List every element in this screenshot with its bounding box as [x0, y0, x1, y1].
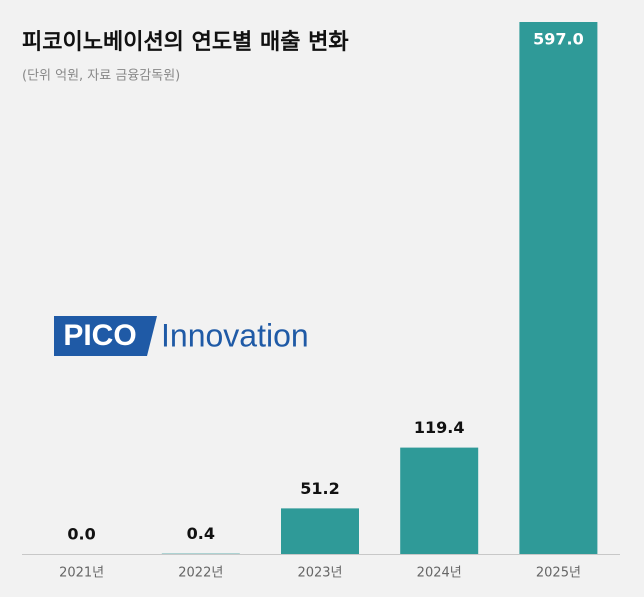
- bar: [400, 447, 479, 554]
- bar: [281, 508, 359, 554]
- x-tick-label: 2023년: [297, 566, 342, 581]
- logo-name: Innovation: [161, 317, 309, 353]
- value-label: 0.4: [187, 524, 215, 543]
- x-tick-label: 2021년: [59, 566, 104, 581]
- x-tick-label: 2024년: [417, 566, 462, 581]
- x-tick-label: 2022년: [178, 566, 223, 581]
- value-label: 119.4: [414, 418, 465, 437]
- x-tick-label: 2025년: [536, 566, 581, 581]
- bar: [519, 22, 598, 554]
- logo-text: PICO: [63, 319, 136, 352]
- chart-title: 피코이노베이션의 연도별 매출 변화: [22, 30, 349, 55]
- value-label: 0.0: [67, 525, 95, 544]
- chart-subtitle: (단위 억원, 자료 금융감독원): [22, 69, 180, 84]
- logo-mark: [54, 316, 157, 356]
- value-label: 597.0: [533, 30, 584, 49]
- value-label: 51.2: [300, 479, 339, 498]
